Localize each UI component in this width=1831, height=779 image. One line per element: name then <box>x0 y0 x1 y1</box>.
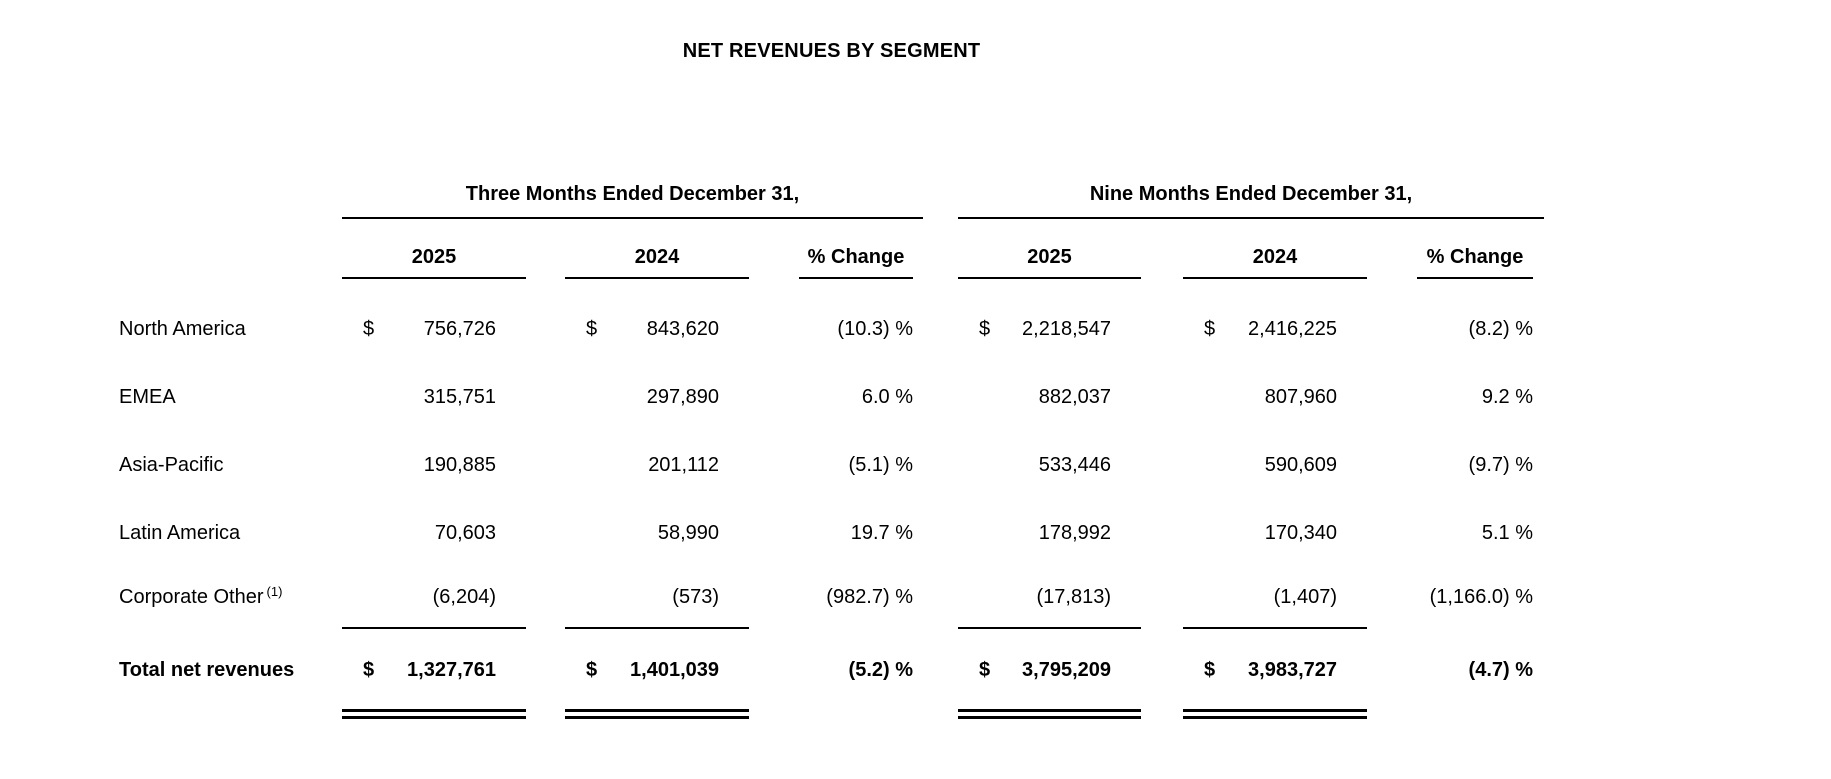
amount-value: (573) <box>672 585 719 608</box>
single-rule <box>1183 627 1367 631</box>
column-header-nm-2024: 2024 <box>1183 246 1367 279</box>
amount-value: 58,990 <box>657 521 719 544</box>
amount-value: 807,960 <box>1264 385 1337 408</box>
amount-value: 882,037 <box>1038 385 1111 408</box>
column-header-spacer <box>119 246 342 279</box>
column-header-row: 2025 2024 % Change 2025 2024 % Change <box>119 246 1544 279</box>
group-header-nine-months: Nine Months Ended December 31, <box>958 183 1544 219</box>
dollar-sign: $ <box>979 317 991 340</box>
row-label: Total net revenues <box>119 658 295 681</box>
row-label: North America <box>119 317 246 340</box>
amount-value: 2,218,547 <box>1022 317 1111 340</box>
pct-change-value: 6.0 % <box>861 385 913 408</box>
amount-value: 201,112 <box>648 453 719 476</box>
pct-change-value: (1,166.0) % <box>1429 585 1533 608</box>
amount-value: 1,327,761 <box>407 658 496 681</box>
single-rule <box>565 627 749 631</box>
amount-value: (6,204) <box>432 585 496 608</box>
pct-change-value: 9.2 % <box>1481 385 1533 408</box>
amount-value: (1,407) <box>1273 585 1337 608</box>
pct-change-value: 5.1 % <box>1481 521 1533 544</box>
group-header-gap <box>923 183 958 219</box>
amount-value: 756,726 <box>423 317 496 340</box>
double-rule <box>565 709 749 719</box>
double-rule <box>342 709 526 719</box>
dollar-sign: $ <box>1204 658 1216 681</box>
amount-value: 843,620 <box>646 317 719 340</box>
amount-value: 1,401,039 <box>630 658 719 681</box>
dollar-sign: $ <box>363 658 375 681</box>
table-row-latin-america: Latin America 70,603 58,990 19.7 % 178,9… <box>119 499 1544 567</box>
column-header-tm-pct-change: % Change <box>799 246 913 279</box>
footnote-marker: (1) <box>266 583 283 599</box>
dollar-sign: $ <box>1204 317 1216 340</box>
table-row-total-net-revenues: Total net revenues $1,327,761 $1,401,039… <box>119 631 1544 709</box>
period-group-header-row: Three Months Ended December 31, Nine Mon… <box>119 183 1544 219</box>
table-row-asia-pacific: Asia-Pacific 190,885 201,112 (5.1) % 533… <box>119 431 1544 499</box>
dollar-sign: $ <box>586 658 598 681</box>
subtotal-rule-row <box>119 627 1544 631</box>
amount-value: (17,813) <box>1036 585 1112 608</box>
pct-change-value: (5.1) % <box>848 453 913 476</box>
double-rule <box>1183 709 1367 719</box>
table-row-north-america: North America $756,726 $843,620 (10.3) %… <box>119 295 1544 363</box>
dollar-sign: $ <box>363 317 375 340</box>
pct-change-value: (9.7) % <box>1468 453 1533 476</box>
amount-value: 533,446 <box>1038 453 1111 476</box>
column-header-nm-2025: 2025 <box>958 246 1141 279</box>
row-label: Latin America <box>119 521 241 544</box>
column-header-tm-2025: 2025 <box>342 246 526 279</box>
pct-change-value: (982.7) % <box>826 585 913 608</box>
amount-value: 70,603 <box>434 521 496 544</box>
pct-change-value: (4.7) % <box>1468 658 1533 681</box>
page-title: NET REVENUES BY SEGMENT <box>682 40 981 62</box>
column-header-nm-pct-change: % Change <box>1417 246 1533 279</box>
amount-value: 590,609 <box>1264 453 1337 476</box>
amount-value: 315,751 <box>423 385 496 408</box>
row-label: Corporate Other <box>119 585 264 608</box>
group-header-spacer <box>119 183 342 219</box>
table-row-emea: EMEA 315,751 297,890 6.0 % 882,037 807,9… <box>119 363 1544 431</box>
amount-value: 2,416,225 <box>1248 317 1337 340</box>
pct-change-value: (10.3) % <box>837 317 913 340</box>
pct-change-value: 19.7 % <box>850 521 913 544</box>
dollar-sign: $ <box>586 317 598 340</box>
pct-change-value: (8.2) % <box>1468 317 1533 340</box>
net-revenues-document: NET REVENUES BY SEGMENT Three Months End… <box>119 0 1544 719</box>
table-row-corporate-other: Corporate Other (1) (6,204) (573) (982.7)… <box>119 567 1544 627</box>
amount-value: 3,795,209 <box>1022 658 1111 681</box>
dollar-sign: $ <box>979 658 991 681</box>
row-label: Asia-Pacific <box>119 453 224 476</box>
amount-value: 297,890 <box>646 385 719 408</box>
amount-value: 178,992 <box>1038 521 1111 544</box>
double-rule <box>958 709 1141 719</box>
row-label: EMEA <box>119 385 176 408</box>
column-header-tm-2024: 2024 <box>565 246 749 279</box>
single-rule <box>342 627 526 631</box>
amount-value: 170,340 <box>1264 521 1337 544</box>
single-rule <box>958 627 1141 631</box>
amount-value: 190,885 <box>423 453 496 476</box>
group-header-three-months: Three Months Ended December 31, <box>342 183 923 219</box>
amount-value: 3,983,727 <box>1248 658 1337 681</box>
pct-change-value: (5.2) % <box>848 658 913 681</box>
